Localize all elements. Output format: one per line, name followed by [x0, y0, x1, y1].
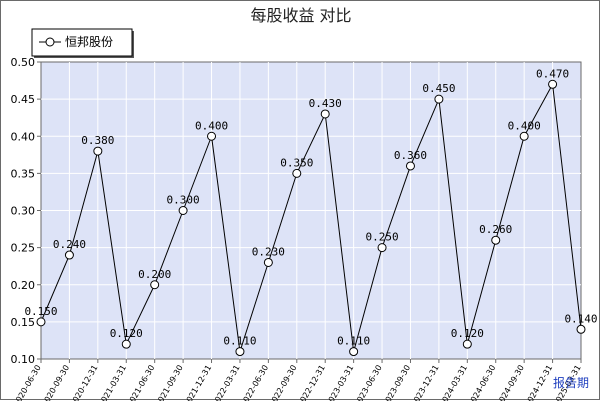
data-label: 0.150	[24, 305, 57, 318]
x-tick-label: 2024-06-30	[466, 363, 497, 401]
data-label: 0.470	[536, 67, 569, 80]
y-axis: 0.100.150.200.250.300.350.400.450.50	[11, 56, 42, 366]
data-point	[264, 258, 272, 266]
data-point	[463, 340, 471, 348]
data-label: 0.200	[138, 268, 171, 281]
x-tick-label: 2020-09-30	[40, 364, 71, 401]
x-tick-label: 2024-09-30	[495, 364, 526, 401]
data-label: 0.350	[280, 156, 313, 169]
x-tick-label: 2021-12-31	[182, 364, 213, 401]
legend-marker	[46, 38, 54, 46]
data-label: 0.430	[309, 97, 342, 110]
data-label: 0.360	[394, 149, 427, 162]
data-point	[406, 162, 414, 170]
x-tick-label: 2020-12-31	[69, 364, 100, 401]
data-point	[350, 348, 358, 356]
data-point	[577, 325, 585, 333]
y-tick-label: 0.10	[11, 353, 36, 366]
data-point	[520, 132, 528, 140]
data-label: 0.400	[195, 119, 228, 132]
data-point	[151, 281, 159, 289]
data-point	[378, 244, 386, 252]
data-label: 0.250	[365, 231, 398, 244]
data-point	[236, 348, 244, 356]
x-tick-label: 2021-06-30	[125, 364, 156, 401]
x-tick-label: 2022-03-31	[211, 364, 242, 401]
data-point	[65, 251, 73, 259]
x-axis-name: 报告期	[553, 375, 589, 390]
x-tick-label: 2024-12-31	[523, 364, 554, 401]
data-point	[492, 236, 500, 244]
data-point	[37, 318, 45, 326]
x-tick-label: 2023-06-30	[353, 364, 384, 401]
y-tick-label: 0.45	[11, 93, 36, 106]
data-label: 0.260	[479, 223, 512, 236]
data-label: 0.450	[422, 82, 455, 95]
x-axis: 2020-06-302020-09-302020-12-312021-03-31…	[12, 359, 583, 401]
x-tick-label: 2021-03-31	[97, 364, 128, 401]
data-label: 0.380	[81, 134, 114, 147]
x-tick-label: 2022-06-30	[239, 364, 270, 401]
x-tick-label: 2023-09-30	[381, 364, 412, 401]
x-tick-label: 2020-06-30	[12, 364, 43, 401]
legend-label: 恒邦股份	[65, 35, 113, 49]
y-tick-label: 0.40	[11, 130, 36, 143]
data-label: 0.240	[53, 238, 86, 251]
legend: 恒邦股份	[32, 29, 134, 58]
data-label: 0.110	[337, 335, 370, 348]
y-tick-label: 0.35	[11, 167, 36, 180]
data-label: 0.300	[167, 194, 200, 207]
x-tick-label: 2021-09-30	[154, 364, 185, 401]
data-point	[321, 110, 329, 118]
data-label: 0.400	[508, 119, 541, 132]
data-label: 0.230	[252, 245, 285, 258]
data-point	[122, 340, 130, 348]
x-tick-label: 2022-12-31	[296, 364, 327, 401]
data-point	[293, 169, 301, 177]
x-tick-label: 2022-09-30	[267, 364, 298, 401]
y-tick-label: 0.25	[11, 242, 36, 255]
data-point	[94, 147, 102, 155]
y-tick-label: 0.30	[11, 205, 36, 218]
x-tick-label: 2023-12-31	[410, 364, 441, 401]
x-tick-label: 2023-03-31	[324, 364, 355, 401]
data-point	[208, 132, 216, 140]
data-point	[179, 207, 187, 215]
y-tick-label: 0.50	[11, 56, 36, 69]
data-point	[549, 80, 557, 88]
y-tick-label: 0.20	[11, 279, 36, 292]
x-tick-label: 2024-03-31	[438, 364, 469, 401]
chart-title: 每股收益 对比	[250, 6, 351, 25]
data-label: 0.120	[451, 327, 484, 340]
data-label: 0.140	[564, 312, 597, 325]
data-point	[435, 95, 443, 103]
data-label: 0.120	[110, 327, 143, 340]
data-label: 0.110	[223, 335, 256, 348]
